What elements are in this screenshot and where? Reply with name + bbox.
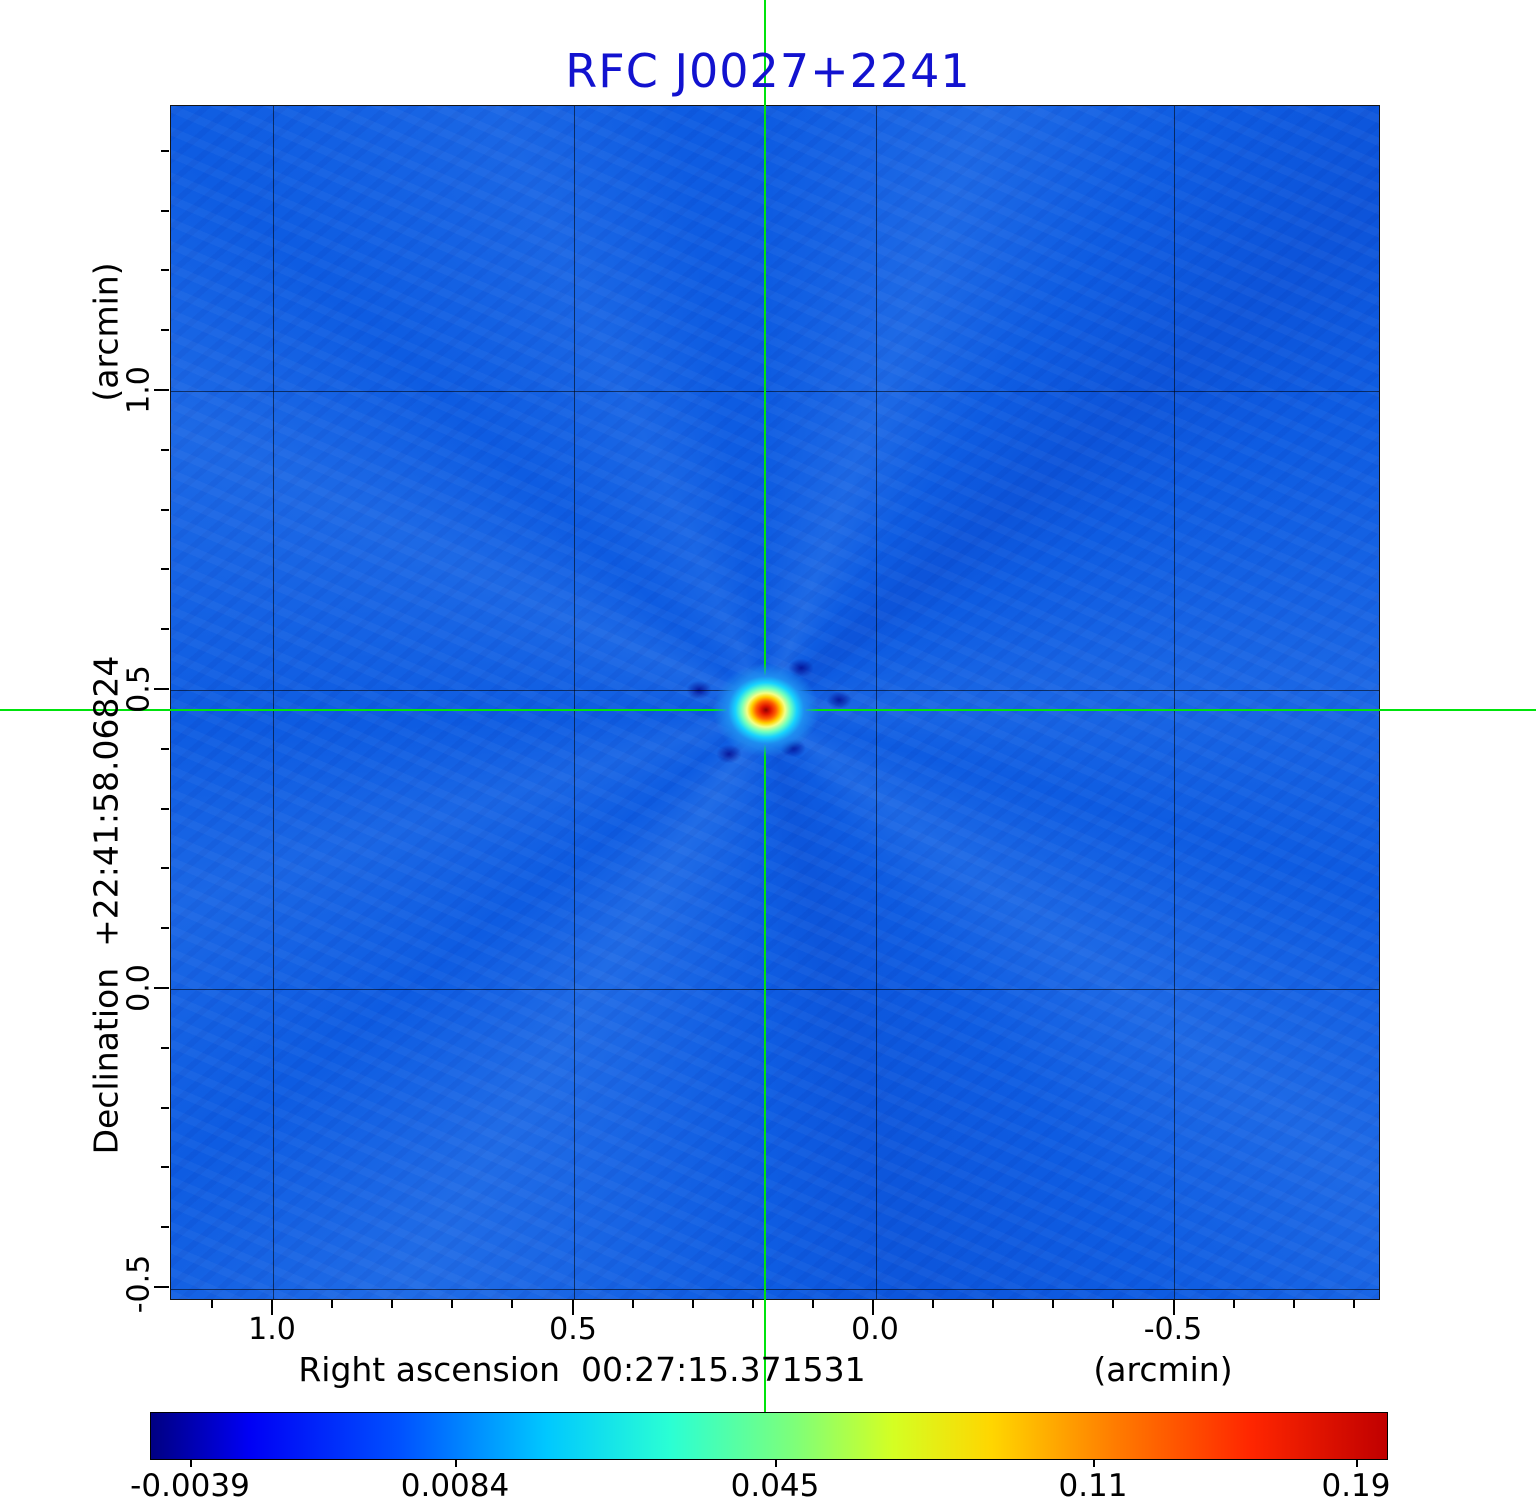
- grid-line-horizontal: [171, 1289, 1379, 1290]
- y-axis-unit-label: (arcmin): [86, 262, 126, 402]
- x-axis-minor-tick: [691, 1300, 694, 1308]
- colorbar: [150, 1412, 1388, 1460]
- x-axis-minor-tick: [751, 1300, 754, 1308]
- plot-title: RFC J0027+2241: [565, 44, 971, 98]
- y-axis-minor-tick: [161, 628, 169, 631]
- y-axis-minor-tick: [161, 329, 169, 332]
- x-tick-label: -0.5: [1143, 1312, 1203, 1347]
- colorbar-tick-label: 0.11: [1058, 1468, 1128, 1504]
- radio-image-map: [170, 105, 1380, 1300]
- colorbar-tick: [775, 1459, 778, 1467]
- y-axis-minor-tick: [161, 568, 169, 571]
- y-tick-label: -0.5: [121, 1254, 157, 1314]
- x-axis-minor-tick: [451, 1300, 454, 1308]
- grid-line-horizontal: [171, 391, 1379, 392]
- x-axis-unit-label: (arcmin): [1093, 1350, 1233, 1389]
- colorbar-tick-label: 0.0084: [400, 1468, 510, 1504]
- y-axis-minor-tick: [161, 807, 169, 810]
- x-tick-label: 1.0: [248, 1312, 296, 1347]
- y-axis-minor-tick: [161, 1046, 169, 1049]
- grid-line-vertical: [574, 106, 575, 1299]
- x-tick-label: 0.0: [851, 1312, 899, 1347]
- y-axis-label: Declination +22:41:58.06824: [86, 655, 126, 1155]
- colorbar-tick: [1093, 1459, 1096, 1467]
- x-axis-minor-tick: [210, 1300, 213, 1308]
- x-axis-minor-tick: [511, 1300, 514, 1308]
- colorbar-tick: [455, 1459, 458, 1467]
- x-tick-label: 0.5: [549, 1312, 597, 1347]
- grid-line-vertical: [1174, 106, 1175, 1299]
- grid-line-vertical: [273, 106, 274, 1299]
- colorbar-tick-label: -0.0039: [130, 1468, 250, 1504]
- x-axis-minor-tick: [391, 1300, 394, 1308]
- y-axis-minor-tick: [161, 448, 169, 451]
- grid-line-horizontal: [171, 989, 1379, 990]
- y-axis-minor-tick: [161, 747, 169, 750]
- negative-sidelobe: [824, 689, 854, 711]
- x-axis-minor-tick: [331, 1300, 334, 1308]
- y-axis-minor-tick: [161, 867, 169, 870]
- x-axis-minor-tick: [932, 1300, 935, 1308]
- colorbar-tick-label: 0.19: [1321, 1468, 1391, 1504]
- colorbar-tick-label: 0.045: [730, 1468, 820, 1504]
- y-axis-minor-tick: [161, 1106, 169, 1109]
- x-axis-minor-tick: [1112, 1300, 1115, 1308]
- colorbar-tick: [1356, 1459, 1359, 1467]
- y-axis-minor-tick: [161, 927, 169, 930]
- x-axis-minor-tick: [1352, 1300, 1355, 1308]
- x-axis-minor-tick: [811, 1300, 814, 1308]
- x-axis-minor-tick: [1232, 1300, 1235, 1308]
- x-axis-minor-tick: [992, 1300, 995, 1308]
- y-axis-minor-tick: [161, 1226, 169, 1229]
- y-tick-label: 0.5: [121, 665, 157, 713]
- y-tick-label: 1.0: [121, 366, 157, 414]
- x-axis-minor-tick: [631, 1300, 634, 1308]
- x-axis-minor-tick: [1292, 1300, 1295, 1308]
- y-axis-minor-tick: [161, 1166, 169, 1169]
- y-tick-label: 0.0: [121, 964, 157, 1012]
- y-axis-minor-tick: [161, 209, 169, 212]
- grid-line-vertical: [876, 106, 877, 1299]
- colorbar-tick: [189, 1459, 192, 1467]
- y-axis-minor-tick: [161, 508, 169, 511]
- y-axis-minor-tick: [161, 149, 169, 152]
- radio-source-peak: [713, 663, 819, 757]
- x-axis-minor-tick: [1052, 1300, 1055, 1308]
- y-axis-minor-tick: [161, 269, 169, 272]
- x-axis-label: Right ascension 00:27:15.371531: [298, 1350, 866, 1389]
